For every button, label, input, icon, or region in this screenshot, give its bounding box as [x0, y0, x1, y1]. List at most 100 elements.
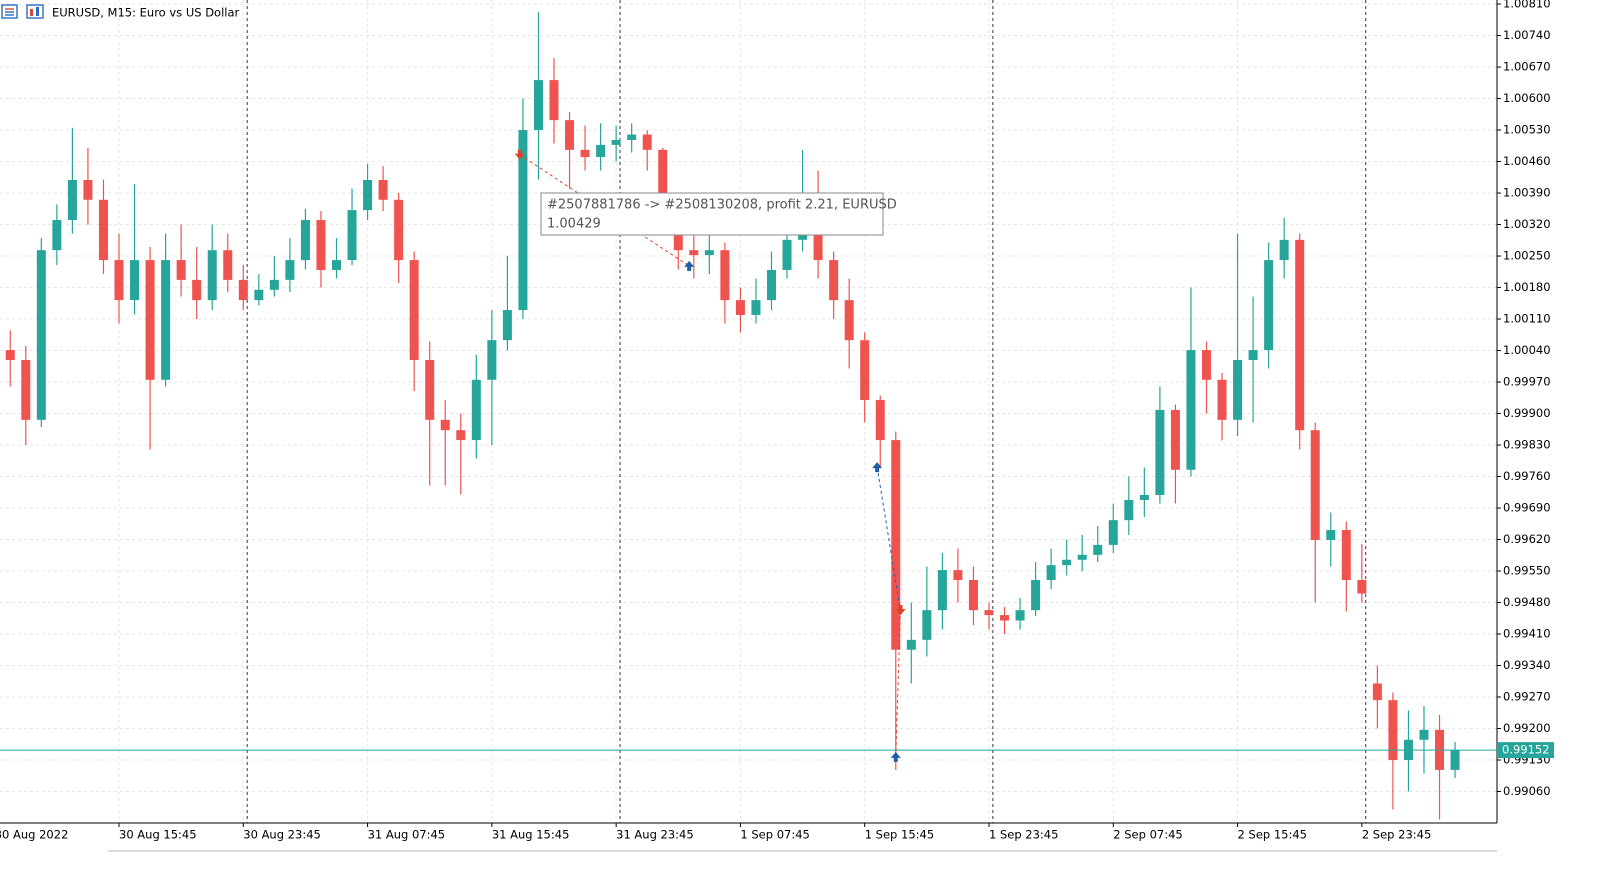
candle-body	[1279, 239, 1289, 261]
candle-body	[331, 260, 342, 270]
candle-body	[860, 340, 870, 401]
candle-body	[67, 179, 77, 221]
candle-body	[922, 610, 932, 640]
y-tick-label: 1.00320	[1503, 217, 1551, 231]
candle-body	[1062, 559, 1072, 566]
x-tick-label: 31 Aug 23:45	[616, 828, 694, 842]
y-tick-label: 0.99620	[1503, 532, 1551, 546]
candle-body	[1372, 683, 1382, 701]
candle-body	[627, 134, 637, 140]
y-tick-label: 1.00670	[1503, 60, 1551, 74]
grid	[0, 0, 1497, 823]
candle-body	[223, 250, 233, 280]
candle-body	[1388, 700, 1398, 761]
y-tick-label: 0.99060	[1503, 784, 1551, 798]
candle-body	[1233, 359, 1243, 420]
candle-body	[875, 400, 885, 441]
candle-body	[829, 260, 839, 301]
candle-body	[937, 570, 947, 611]
candle-body	[1000, 615, 1010, 621]
candle-body	[161, 260, 171, 380]
candle-body	[440, 419, 450, 431]
candle-body	[735, 300, 745, 315]
candle-body	[269, 279, 279, 290]
x-tick-label: 30 Aug 15:45	[119, 828, 197, 842]
candle-body	[114, 260, 124, 301]
candle-body	[1186, 350, 1196, 470]
candle-body	[36, 250, 46, 420]
candle-body	[1077, 554, 1087, 560]
candle-body	[1295, 239, 1305, 431]
candle-body	[176, 260, 186, 280]
candle-body	[533, 80, 543, 131]
candle-body	[98, 199, 108, 261]
tooltip-box	[540, 192, 884, 236]
candle-body	[502, 310, 512, 341]
candle-body	[1031, 580, 1041, 611]
current-price-box	[1498, 742, 1554, 759]
candle-body	[658, 149, 668, 200]
candle-body	[425, 359, 435, 420]
candle-body	[238, 279, 248, 301]
candle-body	[580, 149, 590, 158]
candle-body	[596, 144, 606, 158]
candle-body	[891, 440, 901, 650]
candle-body	[456, 430, 466, 441]
candle-body	[1419, 729, 1429, 740]
candle-body	[1326, 530, 1336, 540]
candle-body	[1170, 409, 1180, 470]
candle-body	[1341, 530, 1351, 581]
axes: 1.00810 1.00740 1.00670 1.00600 1.00530 1.004…	[0, 0, 1551, 842]
y-tick-label: 1.00530	[1503, 123, 1551, 137]
candle-body	[83, 179, 93, 200]
candle-body	[1450, 750, 1460, 770]
x-tick-label: 30 Aug 23:45	[243, 828, 321, 842]
candle-body	[751, 300, 761, 315]
tooltip-price: 1.00429	[547, 217, 601, 232]
candle-body	[378, 179, 388, 200]
y-tick-label: 0.99340	[1503, 658, 1551, 672]
tooltip-text: #2507881786 -> #2508130208, profit 2.21,…	[547, 198, 897, 213]
candle-body	[549, 80, 559, 121]
candle-body	[254, 289, 264, 301]
trade-arrow	[895, 605, 906, 616]
x-tick-label: 31 Aug 07:45	[368, 828, 446, 842]
y-tick-label: 0.99550	[1503, 564, 1551, 578]
candle-body	[1139, 494, 1149, 500]
tooltip: #2507881786 -> #2508130208, profit 2.21,…	[540, 192, 897, 236]
y-tick-label: 0.99760	[1503, 469, 1551, 483]
y-tick-label: 0.99480	[1503, 595, 1551, 609]
y-tick-label: 1.00810	[1503, 0, 1551, 11]
candle-body	[766, 269, 776, 301]
x-tick-label: 1 Sep 23:45	[989, 828, 1058, 842]
candle-body	[1248, 350, 1258, 360]
y-tick-label: 0.99270	[1503, 690, 1551, 704]
candle-body	[968, 580, 978, 611]
x-tick-label: 2 Sep 07:45	[1113, 828, 1182, 842]
candle-body	[1201, 350, 1211, 380]
x-tick-label: 1 Sep 15:45	[865, 828, 934, 842]
x-tick-label: 31 Aug 15:45	[492, 828, 570, 842]
candle-body	[394, 199, 404, 261]
candle-body	[52, 220, 62, 251]
candle-body	[1217, 379, 1227, 420]
plot-area	[5, 12, 1460, 820]
y-tick-label: 1.00390	[1503, 186, 1551, 200]
candle-body	[1093, 544, 1103, 555]
candle-body	[906, 639, 916, 650]
x-tick-label: 30 Aug 2022	[0, 828, 68, 842]
candle-body	[347, 210, 357, 261]
candle-body	[471, 379, 481, 441]
candle-body	[953, 570, 963, 581]
candle-body	[1357, 580, 1367, 594]
trade-line	[519, 154, 690, 267]
y-tick-label: 1.00740	[1503, 28, 1551, 42]
y-tick-label: 1.00460	[1503, 154, 1551, 168]
trade-arrow	[872, 462, 883, 473]
trade-line	[876, 466, 901, 611]
candle-body	[487, 340, 497, 380]
candle-body	[1108, 520, 1118, 545]
candle-body	[207, 250, 217, 301]
trade-arrow	[514, 149, 525, 160]
trade-arrow	[890, 751, 901, 762]
